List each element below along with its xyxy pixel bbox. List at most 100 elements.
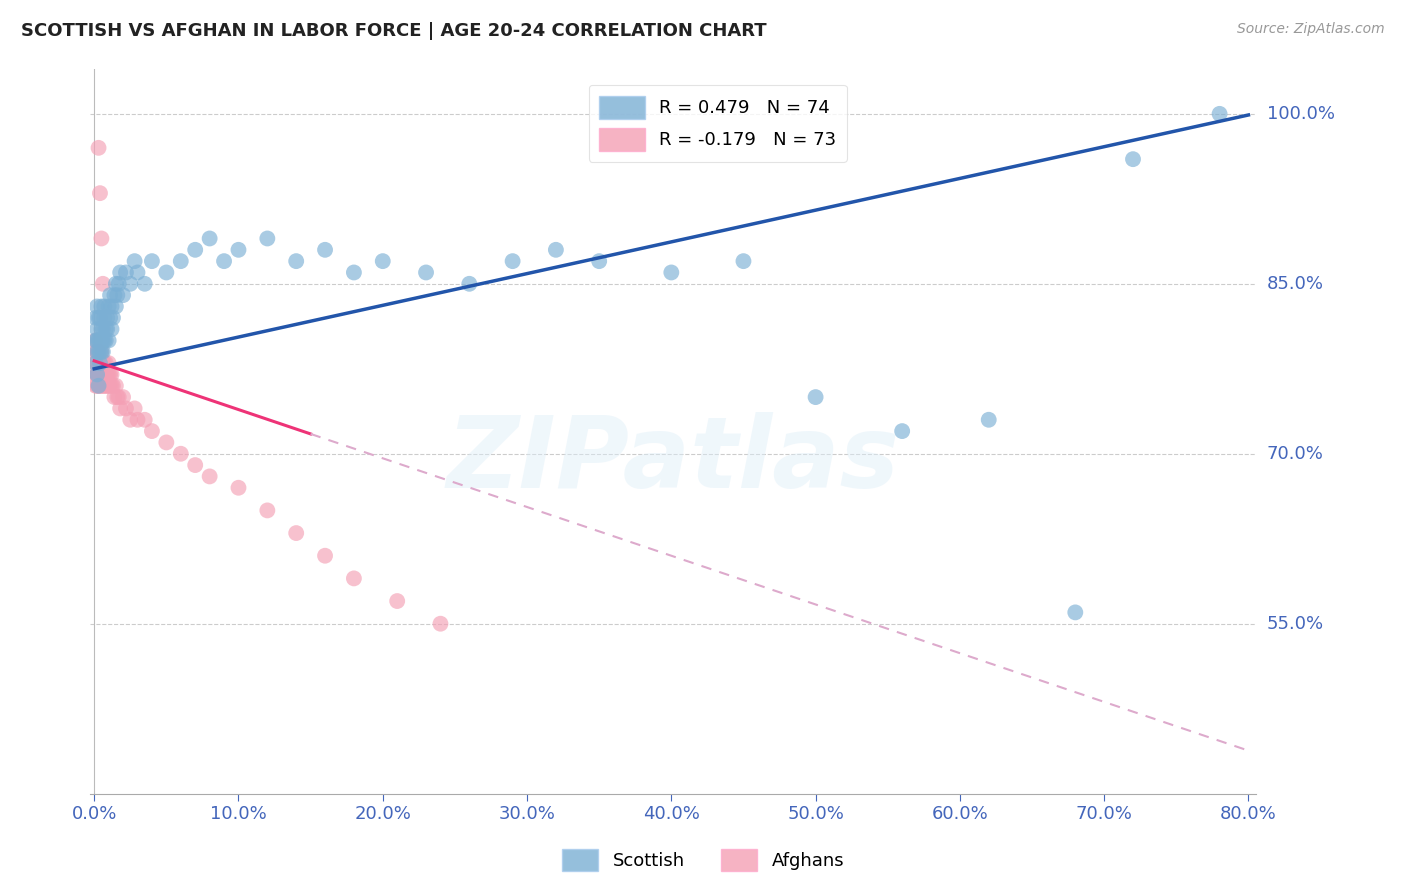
Point — [86, 344, 108, 359]
Point — [103, 390, 125, 404]
Point — [115, 265, 138, 279]
Point — [89, 356, 111, 370]
Text: 85.0%: 85.0% — [1267, 275, 1324, 293]
Point — [98, 310, 121, 325]
Point — [90, 322, 112, 336]
Point — [89, 368, 111, 382]
Point — [90, 344, 112, 359]
Point — [1122, 152, 1144, 166]
Point — [98, 378, 121, 392]
Point — [314, 549, 336, 563]
Point — [86, 322, 108, 336]
Point — [107, 277, 129, 291]
Point — [108, 401, 131, 416]
Point — [98, 288, 121, 302]
Point — [93, 356, 115, 370]
Point — [84, 368, 107, 382]
Point — [96, 322, 118, 336]
Point — [101, 378, 124, 392]
Point — [124, 254, 146, 268]
Text: 55.0%: 55.0% — [1267, 615, 1324, 632]
Point — [90, 334, 112, 348]
Point — [84, 344, 107, 359]
Point — [87, 344, 110, 359]
Point — [89, 344, 111, 359]
Point — [93, 310, 115, 325]
Point — [733, 254, 755, 268]
Point — [90, 378, 112, 392]
Point — [285, 254, 308, 268]
Point — [86, 378, 108, 392]
Point — [86, 368, 108, 382]
Point — [104, 277, 127, 291]
Point — [198, 469, 221, 483]
Point — [86, 334, 108, 348]
Point — [100, 322, 122, 336]
Point — [87, 356, 110, 370]
Point — [97, 300, 120, 314]
Point — [97, 368, 120, 382]
Point — [228, 481, 250, 495]
Point — [100, 378, 122, 392]
Point — [502, 254, 524, 268]
Point — [104, 300, 127, 314]
Legend: Scottish, Afghans: Scottish, Afghans — [555, 842, 851, 879]
Point — [87, 141, 110, 155]
Point — [228, 243, 250, 257]
Point — [87, 334, 110, 348]
Point — [100, 368, 122, 382]
Point — [87, 378, 110, 392]
Point — [212, 254, 235, 268]
Point — [87, 378, 110, 392]
Point — [385, 594, 408, 608]
Text: SCOTTISH VS AFGHAN IN LABOR FORCE | AGE 20-24 CORRELATION CHART: SCOTTISH VS AFGHAN IN LABOR FORCE | AGE … — [21, 22, 766, 40]
Point — [343, 571, 366, 585]
Point — [87, 368, 110, 382]
Point — [134, 277, 156, 291]
Point — [86, 356, 108, 370]
Point — [93, 368, 115, 382]
Point — [97, 378, 120, 392]
Point — [91, 356, 114, 370]
Point — [98, 368, 121, 382]
Point — [94, 356, 117, 370]
Point — [155, 435, 177, 450]
Point — [94, 322, 117, 336]
Point — [371, 254, 394, 268]
Point — [198, 231, 221, 245]
Text: 100.0%: 100.0% — [1267, 105, 1334, 123]
Point — [544, 243, 567, 257]
Point — [93, 378, 115, 392]
Point — [96, 378, 118, 392]
Legend: R = 0.479   N = 74, R = -0.179   N = 73: R = 0.479 N = 74, R = -0.179 N = 73 — [589, 85, 846, 161]
Point — [155, 265, 177, 279]
Point — [112, 390, 135, 404]
Point — [96, 310, 118, 325]
Point — [1064, 606, 1087, 620]
Point — [87, 344, 110, 359]
Point — [91, 378, 114, 392]
Point — [120, 413, 142, 427]
Point — [94, 378, 117, 392]
Point — [429, 616, 451, 631]
Point — [91, 277, 114, 291]
Point — [343, 265, 366, 279]
Point — [115, 401, 138, 416]
Point — [184, 458, 207, 472]
Point — [415, 265, 437, 279]
Point — [256, 231, 278, 245]
Point — [86, 368, 108, 382]
Point — [84, 378, 107, 392]
Point — [89, 334, 111, 348]
Point — [127, 413, 149, 427]
Point — [108, 265, 131, 279]
Point — [89, 186, 111, 201]
Point — [91, 368, 114, 382]
Point — [89, 310, 111, 325]
Point — [891, 424, 914, 438]
Point — [101, 310, 124, 325]
Point — [89, 356, 111, 370]
Text: 70.0%: 70.0% — [1267, 445, 1323, 463]
Point — [314, 243, 336, 257]
Point — [91, 322, 114, 336]
